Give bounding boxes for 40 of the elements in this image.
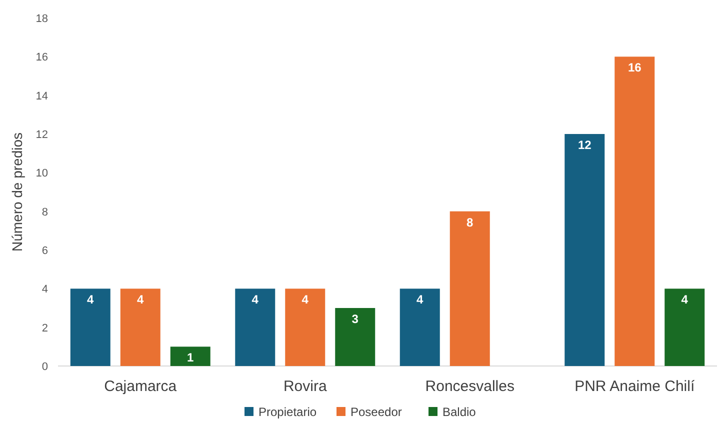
y-tick-label: 16: [36, 52, 48, 64]
bar: [450, 211, 490, 366]
y-tick-label: 12: [36, 129, 48, 141]
y-tick-label: 10: [36, 168, 48, 180]
x-tick-label: Rovira: [283, 378, 328, 395]
x-tick-label: PNR Anaime Chilí: [574, 378, 696, 395]
bar: [235, 288, 276, 366]
data-label: 4: [87, 292, 94, 307]
bar: [335, 308, 376, 366]
bar: [70, 288, 110, 366]
y-tick-label: 14: [36, 90, 48, 102]
data-label: 4: [252, 292, 259, 307]
data-label: 4: [302, 292, 309, 307]
data-label: 12: [578, 138, 592, 152]
y-tick-label: 8: [42, 206, 48, 218]
data-label: 4: [137, 292, 144, 307]
y-tick-label: 2: [42, 322, 48, 334]
data-label: 8: [466, 215, 474, 230]
y-tick-label: 4: [42, 284, 48, 296]
data-label: 4: [681, 292, 688, 307]
legend-label: Poseedor: [350, 405, 402, 419]
y-tick-label: 6: [42, 245, 48, 257]
x-tick-label: Roncesvalles: [425, 378, 514, 395]
bar: [120, 288, 160, 366]
x-tick-label: Cajamarca: [104, 378, 178, 395]
data-label: 16: [628, 60, 642, 75]
bar: [614, 56, 655, 366]
bar: [664, 288, 705, 366]
data-label: 4: [416, 292, 424, 307]
bar: [285, 288, 326, 366]
legend-label: Propietario: [258, 405, 317, 419]
legend-label: Baldio: [442, 405, 476, 419]
y-tick-label: 18: [36, 13, 48, 25]
y-tick-label: 0: [42, 361, 48, 373]
data-label: 3: [352, 312, 359, 326]
bar: [564, 134, 605, 366]
y-axis-title: Número de predios: [9, 132, 25, 252]
bar: [400, 288, 440, 366]
bar: [170, 346, 210, 366]
data-label: 1: [187, 350, 194, 365]
